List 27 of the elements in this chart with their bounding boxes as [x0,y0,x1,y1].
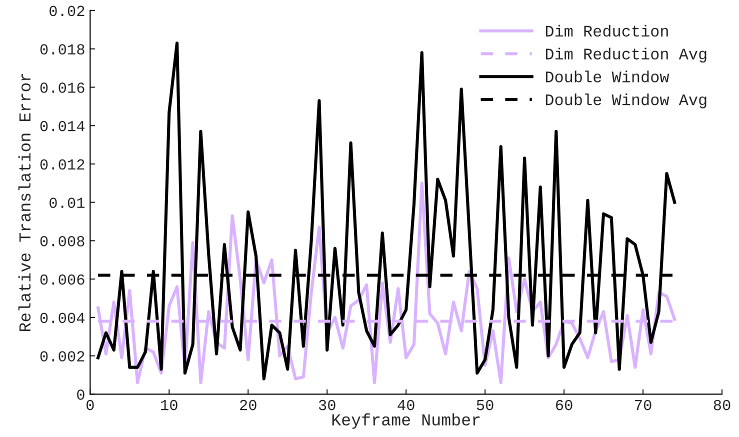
y-tick-label: 0.004 [40,312,85,324]
x-tick-label: 50 [476,400,494,410]
y-tick-label: 0.014 [40,120,85,132]
legend-label: Double Window Avg [546,93,706,108]
x-tick-label: 30 [318,400,336,410]
y-tick-label: 0.02 [50,6,84,16]
x-tick-label: 40 [398,400,414,410]
y-tick-label: 0.012 [40,159,84,170]
y-tick-label: 0 [77,389,84,400]
y-tick-label: 0.002 [40,351,84,362]
y-tick-label: 0.006 [40,274,84,285]
y-tick-label: 0.008 [40,236,84,246]
legend-label: Dim Reduction [546,24,668,37]
x-tick-label: 10 [161,400,178,410]
legend-label: Dim Reduction Avg [546,48,706,63]
y-tick-label: 0.01 [50,198,85,208]
x-tick-label: 20 [240,400,256,410]
x-axis-title: Keyframe Number [332,413,480,429]
y-tick-label: 0.018 [40,44,84,55]
line-series [96,42,676,380]
x-tick-label: 80 [714,400,730,410]
legend-label: Double Window [546,70,670,82]
x-tick-label: 70 [635,400,652,410]
y-axis-title: Relative Translation Error [18,74,31,332]
y-tick-label: 0.016 [40,82,84,93]
x-tick-label: 0 [86,400,94,410]
x-tick-label: 60 [556,400,572,410]
